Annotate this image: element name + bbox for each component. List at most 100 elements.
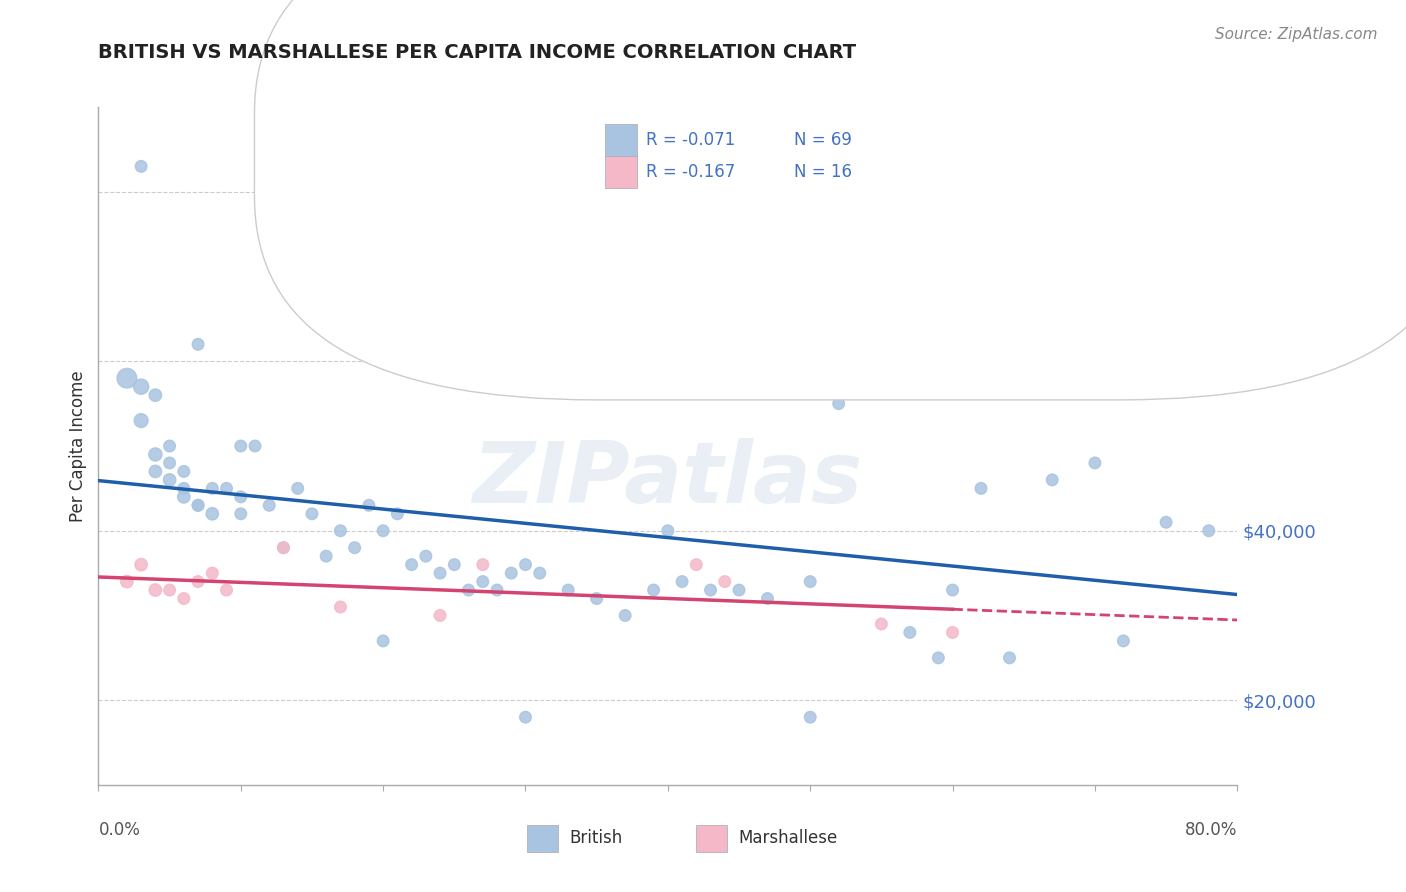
Point <box>557 583 579 598</box>
Point <box>415 549 437 564</box>
Point <box>315 549 337 564</box>
Point <box>471 558 494 572</box>
Point <box>942 625 965 640</box>
Point <box>287 482 309 496</box>
Point <box>728 583 751 598</box>
Point <box>145 464 167 478</box>
Point <box>373 633 395 648</box>
Point <box>145 447 167 462</box>
Text: N = 69: N = 69 <box>794 131 852 149</box>
Point <box>215 583 238 598</box>
Point <box>1154 515 1177 529</box>
Point <box>329 599 352 614</box>
Point <box>1040 473 1063 487</box>
Point <box>515 558 537 572</box>
Point <box>998 651 1021 665</box>
Text: Source: ZipAtlas.com: Source: ZipAtlas.com <box>1215 27 1378 42</box>
Point <box>714 574 737 589</box>
Point <box>115 371 138 385</box>
Point <box>159 473 181 487</box>
Point <box>870 380 893 394</box>
Bar <box>605 156 637 188</box>
Point <box>159 456 181 470</box>
Point <box>799 710 821 724</box>
Point <box>357 498 380 512</box>
Text: R = -0.071: R = -0.071 <box>647 131 735 149</box>
Point <box>643 583 665 598</box>
Point <box>828 396 851 410</box>
Point <box>443 558 465 572</box>
Point <box>1198 524 1220 538</box>
Point <box>201 566 224 581</box>
Y-axis label: Per Capita Income: Per Capita Income <box>69 370 87 522</box>
Point <box>187 337 209 351</box>
Point <box>401 558 423 572</box>
Text: 80.0%: 80.0% <box>1185 821 1237 838</box>
Point <box>129 380 152 394</box>
Point <box>173 464 195 478</box>
Point <box>273 541 295 555</box>
Point <box>373 524 395 538</box>
Bar <box>605 124 637 156</box>
Point <box>799 574 821 589</box>
FancyBboxPatch shape <box>254 0 1406 400</box>
Point <box>159 439 181 453</box>
Point <box>173 482 195 496</box>
Point <box>1154 269 1177 284</box>
Point <box>187 574 209 589</box>
Point <box>343 541 366 555</box>
Point <box>329 524 352 538</box>
Point <box>159 583 181 598</box>
Text: N = 16: N = 16 <box>794 163 852 181</box>
Point <box>671 574 693 589</box>
Point <box>201 482 224 496</box>
Point <box>259 498 281 512</box>
Point <box>657 524 679 538</box>
Point <box>229 439 252 453</box>
Point <box>685 558 707 572</box>
Point <box>927 651 949 665</box>
Point <box>1112 633 1135 648</box>
Point <box>429 566 451 581</box>
Point <box>229 490 252 504</box>
Point <box>756 591 779 606</box>
Point <box>115 574 138 589</box>
Point <box>970 482 993 496</box>
Point <box>429 608 451 623</box>
Point <box>699 583 721 598</box>
Point <box>215 482 238 496</box>
Point <box>942 583 965 598</box>
Point <box>585 591 607 606</box>
Point <box>187 498 209 512</box>
Point <box>129 414 152 428</box>
Point <box>229 507 252 521</box>
Point <box>529 566 551 581</box>
Text: BRITISH VS MARSHALLESE PER CAPITA INCOME CORRELATION CHART: BRITISH VS MARSHALLESE PER CAPITA INCOME… <box>98 44 856 62</box>
Point <box>173 591 195 606</box>
Text: ZIPatlas: ZIPatlas <box>472 438 863 522</box>
Text: British: British <box>569 830 623 847</box>
Point <box>870 617 893 632</box>
Text: Marshallese: Marshallese <box>738 830 838 847</box>
Point <box>145 583 167 598</box>
Point <box>129 558 152 572</box>
Point <box>173 490 195 504</box>
Point <box>201 507 224 521</box>
Point <box>1084 456 1107 470</box>
Point <box>501 566 523 581</box>
Point <box>614 608 637 623</box>
Point <box>301 507 323 521</box>
Point <box>387 507 409 521</box>
Point <box>145 388 167 402</box>
Point <box>273 541 295 555</box>
Text: 0.0%: 0.0% <box>98 821 141 838</box>
Point <box>457 583 479 598</box>
Text: R = -0.167: R = -0.167 <box>647 163 735 181</box>
Point <box>486 583 509 598</box>
Point <box>515 710 537 724</box>
Point <box>187 498 209 512</box>
Point <box>898 625 921 640</box>
Point <box>129 159 152 173</box>
Point <box>243 439 266 453</box>
Point <box>471 574 494 589</box>
